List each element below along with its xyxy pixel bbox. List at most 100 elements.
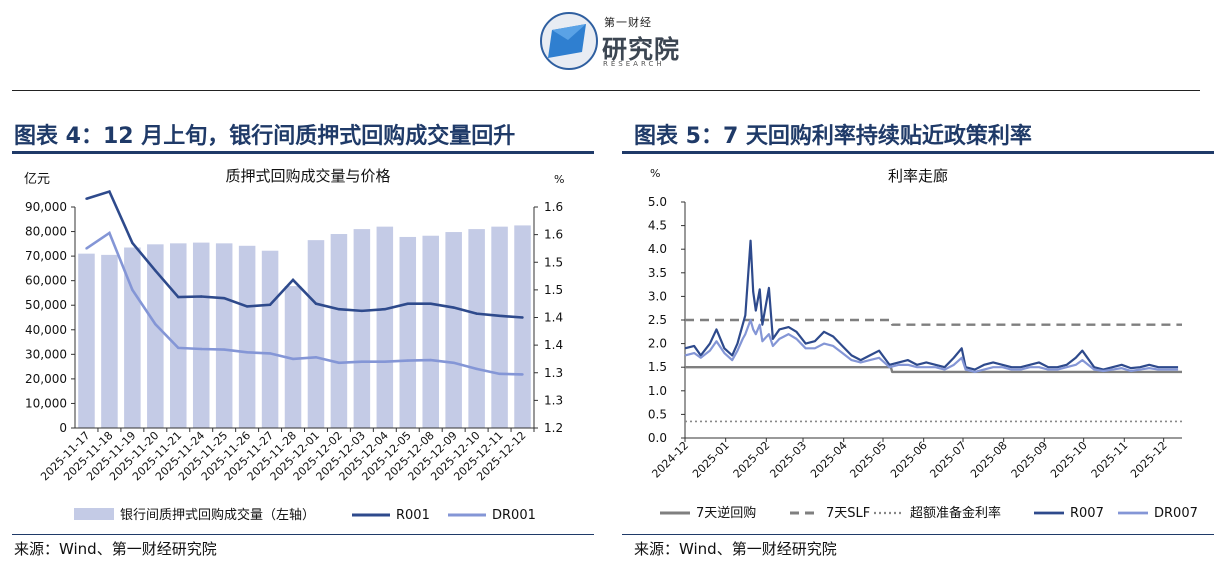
dr007-legend-label: DR007 xyxy=(1154,506,1198,521)
dr001-point xyxy=(360,360,364,363)
dr001-point xyxy=(291,357,295,361)
dr001-point xyxy=(85,247,88,250)
r001-point xyxy=(498,314,501,318)
left-y-tick-label: 50,000 xyxy=(25,298,67,312)
r001-point xyxy=(291,278,295,282)
volume-bar xyxy=(215,243,233,428)
right-y-tick-label: 1.5 xyxy=(544,255,563,269)
right-axis-unit: % xyxy=(554,173,564,186)
volume-bar xyxy=(491,226,508,428)
y-tick-label: 0.0 xyxy=(648,431,667,445)
volume-bar xyxy=(170,243,187,428)
dr001-point xyxy=(245,351,249,354)
right-y-tick-label: 1.6 xyxy=(544,200,563,214)
r001-point xyxy=(429,302,432,305)
left-y-tick-label: 20,000 xyxy=(25,372,67,386)
volume-bar xyxy=(101,254,118,428)
left-y-tick-label: 0 xyxy=(59,421,67,435)
dr001-line xyxy=(85,230,523,376)
dr001-point xyxy=(177,346,180,350)
figure-5-title: 图表 5：7 天回购利率持续贴近政策利率 xyxy=(634,124,1032,149)
r001-point xyxy=(245,305,249,308)
left-y-tick-label: 10,000 xyxy=(25,396,67,410)
y-tick-label: 2.0 xyxy=(648,337,667,351)
volume-bar xyxy=(399,236,417,428)
x-tick-label: 2025-05 xyxy=(847,439,889,481)
figure-4-title: 图表 4：12 月上旬，银行间质押式回购成交量回升 xyxy=(14,124,516,149)
left-y-tick-label: 40,000 xyxy=(25,323,67,337)
y-tick-label: 3.5 xyxy=(648,266,667,280)
x-tick-label: 2025-06 xyxy=(888,439,930,481)
x-tick-label: 2025-03 xyxy=(767,439,809,481)
legend-volume-swatch xyxy=(74,508,114,520)
y-tick-label: 5.0 xyxy=(648,195,667,209)
y-tick-label: 1.5 xyxy=(648,360,667,374)
right-y-tick-label: 1.6 xyxy=(544,228,563,242)
dr001-point xyxy=(314,356,318,359)
r001-point xyxy=(222,296,226,300)
left-y-tick-label: 70,000 xyxy=(25,249,67,263)
r001-point xyxy=(177,295,180,299)
figure-5-title-rule xyxy=(622,151,1214,154)
reverse-repo-7d-line xyxy=(685,365,1182,374)
y-tick-label: 4.0 xyxy=(648,242,667,256)
excess-reserve-rate-legend-label: 超额准备金利率 xyxy=(910,505,1001,521)
y-tick-label: 0.5 xyxy=(648,407,667,421)
dr001-point xyxy=(200,347,203,351)
r007-legend-label: R007 xyxy=(1070,506,1104,521)
volume-bar xyxy=(422,235,439,428)
volume-bar xyxy=(124,247,141,428)
volume-bar xyxy=(330,234,348,428)
repo-volume-price-chart: 质押式回购成交量与价格 亿元 % 0 10,000 20,000 30,000 40,000 5… xyxy=(24,167,564,523)
r001-point xyxy=(406,302,409,305)
left-y-tick-label: 30,000 xyxy=(25,347,67,361)
dr001-point xyxy=(154,322,157,326)
dr001-point xyxy=(406,359,409,362)
y-axis-unit: % xyxy=(650,167,660,180)
dr001-point xyxy=(108,231,111,235)
y-tick-label: 2.5 xyxy=(648,313,667,327)
dr001-point xyxy=(498,372,501,376)
legend-r001-label: R001 xyxy=(396,508,430,523)
dr007-line xyxy=(684,318,1179,374)
x-tick-label: 2025-07 xyxy=(927,439,969,481)
right-y-tick-label: 1.5 xyxy=(544,283,563,297)
r001-point xyxy=(85,197,88,200)
x-tick-label: 2025-01 xyxy=(690,439,732,481)
r001-line xyxy=(86,189,523,319)
x-tick-label: 2025-12 xyxy=(1128,439,1170,481)
logo-text-en: RESEARCH xyxy=(603,60,665,68)
y-tick-label: 4.5 xyxy=(648,219,667,233)
dr001-point xyxy=(475,367,478,371)
figure-5-bottom-rule xyxy=(622,534,1214,535)
x-tick-label: 2025-10 xyxy=(1048,439,1090,481)
header-divider xyxy=(12,90,1200,91)
volume-bar xyxy=(445,232,462,428)
volume-bar xyxy=(238,245,256,428)
r007-line xyxy=(684,239,1179,371)
volume-bar xyxy=(468,229,485,428)
dr001-point xyxy=(131,288,134,292)
volume-bar xyxy=(78,253,95,428)
volume-bar xyxy=(307,240,325,428)
logo-text-small: 第一财经 xyxy=(604,16,652,29)
left-y-tick-label: 90,000 xyxy=(25,200,67,214)
dr001-point xyxy=(337,361,341,365)
dr001-point xyxy=(521,373,524,376)
r001-point xyxy=(154,269,157,272)
figure-4-bottom-rule xyxy=(12,534,594,535)
r001-point xyxy=(108,190,111,193)
reverse-repo-7d-legend-label: 7天逆回购 xyxy=(696,505,756,521)
volume-bar xyxy=(376,226,394,428)
x-tick-label: 2025-09 xyxy=(1009,439,1051,481)
volume-bar xyxy=(353,229,371,428)
y-tick-label: 1.0 xyxy=(648,384,667,398)
r001-point xyxy=(314,302,318,305)
right-y-tick-label: 1.2 xyxy=(544,421,563,435)
dr001-point xyxy=(268,352,272,355)
rate-corridor-chart: 利率走廊% 0.0 0.5 1.0 1.5 2.0 2.5 3.0 3.5 4.0 4.5 5.0 20… xyxy=(648,167,1198,521)
right-y-tick-label: 1.3 xyxy=(544,366,563,380)
x-tick-label: 2025-02 xyxy=(731,439,773,481)
legend-volume-label: 银行间质押式回购成交量（左轴） xyxy=(120,507,315,523)
left-y-tick-label: 60,000 xyxy=(25,274,67,288)
